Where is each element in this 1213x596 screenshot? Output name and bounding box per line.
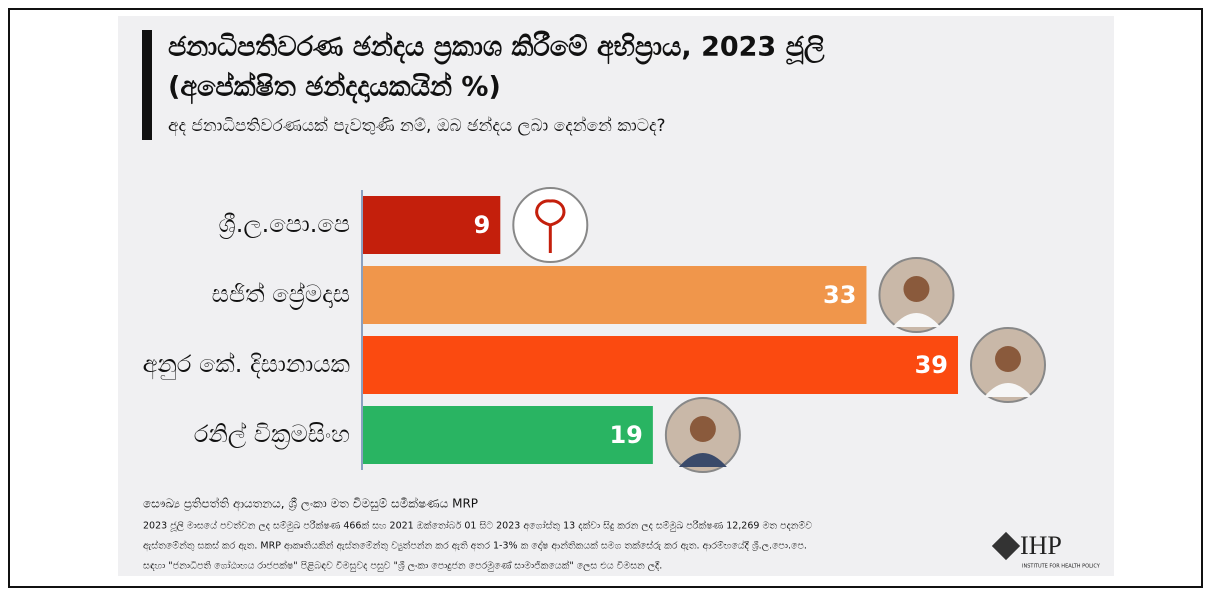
portrait-head — [689, 416, 716, 442]
category-label: අනුර කේ. දිසානායක — [143, 350, 350, 380]
bar — [363, 266, 867, 324]
portrait-body — [892, 313, 941, 327]
bar — [363, 336, 958, 394]
value-label: 9 — [474, 211, 491, 239]
note: ඇස්තමේන්තු සකස් කර ඇත. MRP ආකෘතියකින් ඇස… — [143, 538, 807, 551]
value-label: 39 — [915, 351, 948, 379]
source: සෞඛ්‍ය ප්‍රතිපත්ති ආයතනය, ශ්‍රී ලංකා මත … — [143, 496, 478, 511]
portrait-body — [984, 383, 1032, 397]
portrait-head — [903, 276, 930, 302]
chart-title: (අපේක්ෂිත ඡන්දදායකයින් %) — [168, 71, 501, 104]
category-label: රනිල් වික්‍රමසිංහ — [194, 420, 350, 449]
title-bar — [142, 30, 152, 140]
logo-subtitle: INSTITUTE FOR HEALTH POLICY — [1022, 564, 1101, 570]
category-label: සජිත් ප්‍රේමදාස — [212, 280, 350, 309]
logo-text: IHP — [1020, 531, 1062, 560]
value-label: 33 — [823, 281, 856, 309]
party-symbol — [535, 199, 566, 253]
frame — [8, 8, 1203, 588]
value-label: 19 — [609, 421, 642, 449]
logo: IHP INSTITUTE FOR HEALTH POLICY — [991, 531, 1101, 570]
bar — [363, 406, 653, 464]
note: සඳහා "ජනාධිපති ගෝඨාභය රාජපක්ෂ" පිළිබඳව ව… — [143, 558, 662, 571]
chart-subtitle: අද ජනාධිපතිවරණයක් පැවතුණි නම්, ඔබ ඡන්දය … — [168, 116, 666, 137]
logo-mark — [991, 531, 1021, 561]
portrait-head — [995, 346, 1021, 372]
portrait-body — [678, 453, 727, 467]
category-label: ශ්‍රී.ල.පො.පෙ — [219, 210, 350, 238]
chart-title: ජනාධිපතිවරණ ඡන්දය ප්‍රකාශ කිරීමේ අභිප්‍ර… — [168, 31, 825, 66]
bar — [363, 196, 501, 254]
note: 2023 ජූලි මාසයේ පවත්වන ලද සම්මුඛ පරීක්ෂණ… — [143, 518, 812, 531]
